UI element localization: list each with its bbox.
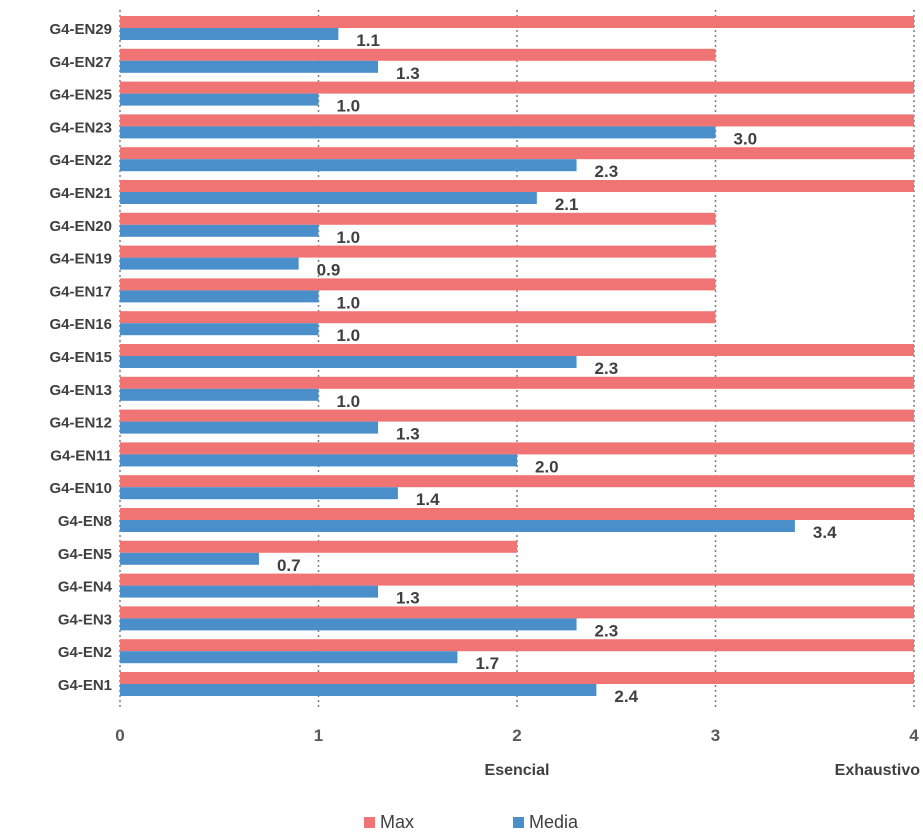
- bar-media: [120, 93, 319, 106]
- data-label: 1.0: [337, 326, 361, 345]
- legend-swatch: [513, 817, 524, 828]
- data-label: 2.4: [614, 687, 638, 706]
- bar-max: [120, 508, 914, 520]
- bar-max: [120, 409, 914, 422]
- bar-media: [120, 552, 259, 565]
- category-label: G4-EN4: [58, 579, 113, 596]
- legend-swatch: [364, 817, 375, 828]
- data-label: 1.7: [475, 654, 499, 673]
- bar-media: [120, 159, 577, 172]
- data-label: 1.3: [396, 425, 420, 444]
- bar-max: [120, 245, 716, 258]
- bar-max: [120, 147, 914, 160]
- data-label: 0.9: [317, 261, 341, 280]
- category-label: G4-EN20: [49, 218, 112, 235]
- data-label: 1.0: [337, 228, 361, 247]
- category-label: G4-EN11: [50, 447, 112, 464]
- category-label: G4-EN15: [49, 349, 112, 366]
- data-label: 1.0: [337, 293, 361, 312]
- category-label: G4-EN13: [49, 382, 112, 399]
- data-label: 0.7: [277, 556, 301, 575]
- bar-media: [120, 520, 795, 532]
- bar-max: [120, 48, 716, 61]
- data-label: 2.3: [595, 621, 619, 640]
- bar-media: [120, 454, 517, 467]
- bar-media: [120, 60, 379, 73]
- data-label: 2.1: [555, 195, 579, 214]
- bar-media: [120, 126, 716, 139]
- data-label: 1.4: [416, 490, 440, 509]
- level-label: Esencial: [485, 762, 550, 779]
- bar-max: [120, 606, 914, 619]
- bar-media: [120, 224, 319, 237]
- category-label: G4-EN3: [58, 611, 112, 628]
- legend-label: Media: [529, 812, 579, 832]
- data-label: 3.4: [813, 523, 837, 542]
- x-tick-label: 1: [314, 726, 323, 745]
- data-label: 2.3: [595, 359, 619, 378]
- bar-max: [120, 540, 517, 553]
- bar-media: [120, 487, 398, 500]
- x-tick-label: 2: [512, 726, 521, 745]
- bar-max: [120, 573, 914, 586]
- bar-media: [120, 192, 537, 204]
- data-label: 1.3: [396, 589, 420, 608]
- data-label: 1.3: [396, 64, 420, 83]
- category-label: G4-EN16: [49, 316, 112, 333]
- bar-max: [120, 376, 914, 389]
- data-label: 2.3: [595, 162, 619, 181]
- bar-max: [120, 475, 914, 488]
- category-label: G4-EN8: [58, 513, 112, 530]
- bar-media: [120, 618, 577, 631]
- bar-max: [120, 278, 716, 291]
- x-tick-label: 0: [115, 726, 124, 745]
- category-label: G4-EN5: [58, 546, 112, 563]
- data-label: 3.0: [734, 129, 758, 148]
- data-label: 1.0: [337, 97, 361, 116]
- category-label: G4-EN21: [49, 185, 112, 202]
- category-label: G4-EN17: [49, 283, 112, 300]
- bar-max: [120, 212, 716, 225]
- category-label: G4-EN25: [49, 87, 112, 104]
- bar-media: [120, 290, 319, 303]
- bar-media: [120, 421, 379, 434]
- category-label: G4-EN10: [49, 480, 112, 497]
- category-label: G4-EN2: [58, 644, 112, 661]
- bar-media: [120, 28, 339, 40]
- x-tick-label: 3: [711, 726, 720, 745]
- legend-label: Max: [380, 812, 414, 832]
- bar-max: [120, 16, 914, 28]
- level-label: Exhaustivo: [835, 762, 921, 779]
- category-label: G4-EN22: [49, 152, 112, 169]
- bar-media: [120, 684, 597, 696]
- category-label: G4-EN1: [58, 677, 112, 694]
- bar-max: [120, 672, 914, 684]
- bar-max: [120, 114, 914, 127]
- data-label: 1.1: [356, 31, 380, 50]
- category-label: G4-EN23: [49, 119, 112, 136]
- bar-max: [120, 81, 914, 94]
- bar-max: [120, 344, 914, 356]
- bar-media: [120, 651, 458, 664]
- data-label: 1.0: [337, 392, 361, 411]
- bar-max: [120, 311, 716, 324]
- bar-media: [120, 388, 319, 401]
- data-label: 2.0: [535, 457, 559, 476]
- bar-media: [120, 356, 577, 368]
- category-label: G4-EN27: [49, 54, 112, 71]
- category-label: G4-EN12: [49, 415, 112, 432]
- bar-max: [120, 180, 914, 192]
- bar-media: [120, 585, 379, 598]
- x-tick-label: 4: [909, 726, 919, 745]
- bar-max: [120, 442, 914, 455]
- category-label: G4-EN29: [49, 21, 112, 38]
- category-label: G4-EN19: [49, 251, 112, 268]
- bar-media: [120, 257, 299, 270]
- bar-media: [120, 323, 319, 336]
- bar-max: [120, 639, 914, 652]
